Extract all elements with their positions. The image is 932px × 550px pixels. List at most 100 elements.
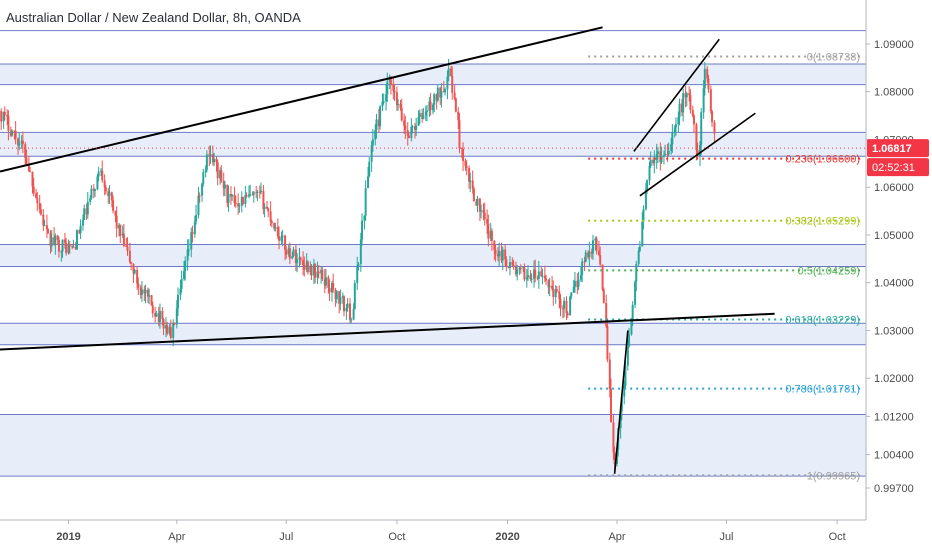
candle-body <box>216 162 219 179</box>
candle-body <box>20 140 23 143</box>
candle-body <box>656 151 659 154</box>
candle-body <box>241 197 244 204</box>
candle-body <box>346 303 349 309</box>
candle-body <box>187 249 190 251</box>
candle-body <box>411 126 414 128</box>
candle-body <box>306 261 309 273</box>
y-tick-label: 1.00400 <box>874 450 914 462</box>
candle-body <box>413 126 416 130</box>
candle-body <box>558 291 561 299</box>
zone-band <box>0 244 866 267</box>
candle-body <box>581 261 584 276</box>
candle-body <box>79 225 82 234</box>
candle-body <box>320 269 323 274</box>
x-tick-label: Jul <box>719 531 733 543</box>
candle-body <box>570 292 573 297</box>
candle-body <box>616 449 619 464</box>
candle-body <box>357 264 360 267</box>
candle-body <box>114 210 117 216</box>
x-tick-label: Jul <box>279 531 293 543</box>
candle-body <box>276 227 279 237</box>
candle-body <box>425 110 428 112</box>
candle-body <box>57 239 60 252</box>
candle-body <box>119 224 122 236</box>
candle-body <box>104 187 107 192</box>
y-tick-label: 1.06000 <box>874 182 914 194</box>
candle-body <box>342 296 345 312</box>
candle-body <box>155 313 158 317</box>
y-tick-label: 1.01200 <box>874 411 914 423</box>
candle-body <box>222 180 225 189</box>
candle-body <box>483 212 486 220</box>
candle-body <box>433 94 436 105</box>
candle-body <box>429 101 432 111</box>
candle-body <box>689 94 692 110</box>
candle-body <box>100 170 103 172</box>
candle-body <box>516 269 519 275</box>
fib-level-label: 0.236(1.06600) <box>785 154 860 166</box>
candle-body <box>610 388 613 423</box>
candle-body <box>90 188 93 199</box>
candle-body <box>54 235 57 245</box>
candle-body <box>260 190 263 193</box>
candle-body <box>67 244 70 254</box>
candle-body <box>678 103 681 118</box>
candle-body <box>436 87 439 101</box>
candle-body <box>60 251 63 253</box>
candle-body <box>202 172 205 184</box>
candle-body <box>186 249 189 261</box>
candle-body <box>288 248 291 259</box>
candle-body <box>670 144 673 151</box>
candle-body <box>157 313 160 323</box>
candle-body <box>494 249 497 254</box>
candle-body <box>139 287 142 295</box>
candle-body <box>110 192 113 201</box>
candle-body <box>36 198 39 204</box>
candles <box>0 58 716 475</box>
candle-body <box>17 138 20 146</box>
candle-body <box>299 257 302 260</box>
x-tick-label: Apr <box>168 531 185 543</box>
candle-body <box>9 130 12 136</box>
y-tick-label: 1.05000 <box>874 230 914 242</box>
candle-body <box>273 223 276 229</box>
candle-body <box>482 210 485 213</box>
candle-body <box>702 88 705 113</box>
candle-body <box>649 159 652 166</box>
candle-body <box>377 119 380 127</box>
candle-body <box>410 126 413 139</box>
candle-body <box>700 112 703 145</box>
candle-body <box>548 285 551 288</box>
candle-body <box>247 194 250 197</box>
candle-body <box>353 283 356 309</box>
candle-body <box>389 76 392 85</box>
candle-body <box>525 277 528 280</box>
candle-body <box>209 154 212 156</box>
candle-body <box>382 101 385 103</box>
fibonacci-levels: 0(1.08738) 0.236(1.06600) 0.382(1.05299) 0.… <box>588 52 864 482</box>
y-tick-label: 0.99700 <box>874 483 914 495</box>
candle-body <box>523 267 526 280</box>
candle-body <box>323 278 326 286</box>
candle-body <box>35 193 38 199</box>
candle-body <box>370 145 373 162</box>
candle-body <box>45 225 48 230</box>
candle-body <box>338 291 341 304</box>
candle-body <box>27 163 30 172</box>
candle-body <box>56 235 59 240</box>
candle-body <box>274 227 277 229</box>
candle-body <box>74 246 77 250</box>
candle-body <box>136 269 139 284</box>
candle-body <box>75 230 78 250</box>
trend-line <box>0 312 775 351</box>
y-tick-label: 1.04000 <box>874 278 914 290</box>
candle-body <box>345 308 348 312</box>
candle-body <box>709 89 712 112</box>
candle-body <box>677 117 680 125</box>
candle-body <box>94 189 97 191</box>
candle-body <box>65 242 68 254</box>
candle-body <box>327 277 330 288</box>
candle-body <box>637 250 640 265</box>
candle-body <box>292 249 295 256</box>
